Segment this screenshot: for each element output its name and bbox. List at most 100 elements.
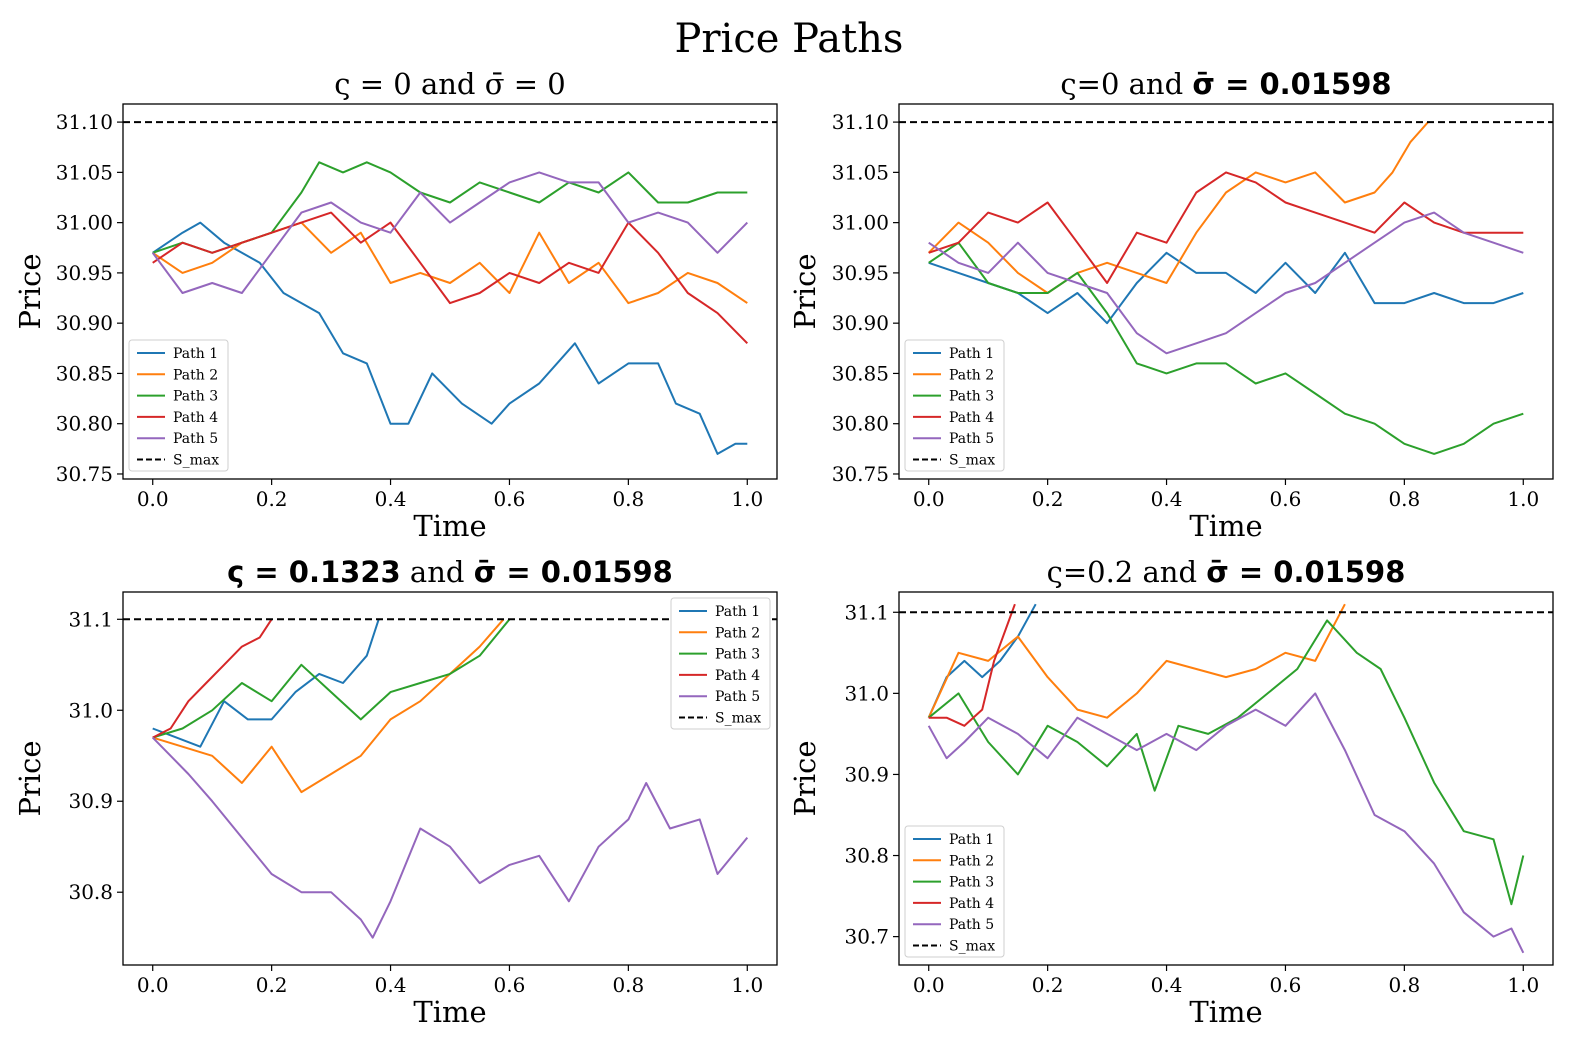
plot-frame xyxy=(122,103,778,480)
x-tick-label: 0.8 xyxy=(1388,973,1420,997)
x-tick-label: 0.6 xyxy=(1270,973,1302,997)
legend-label: Path 3 xyxy=(949,389,994,405)
x-tick-label: 0.6 xyxy=(1270,487,1302,511)
x-tick-label: 0.8 xyxy=(612,487,644,511)
series-line-path-2 xyxy=(927,121,1429,294)
y-tick-label: 30.8 xyxy=(68,880,113,904)
y-tick-label: 30.9 xyxy=(68,789,113,813)
y-tick-label: 30.8 xyxy=(844,844,889,868)
x-axis-label: Time xyxy=(1189,509,1262,543)
y-tick-label: 30.95 xyxy=(832,261,889,285)
panel-title-part: ς = 0.1323 xyxy=(227,555,401,589)
legend-label: Path 2 xyxy=(949,367,994,383)
x-axis-label: Time xyxy=(1189,995,1262,1029)
x-tick-label: 0.6 xyxy=(494,487,526,511)
x-tick-label: 0.8 xyxy=(612,973,644,997)
panel-title-part: and xyxy=(1119,67,1192,101)
series-group xyxy=(899,603,1553,954)
x-tick-label: 0.0 xyxy=(913,487,945,511)
panel-title-part: ς=0 xyxy=(1060,67,1119,101)
legend-label: Path 1 xyxy=(949,346,994,362)
legend-label: S_max xyxy=(173,453,219,469)
y-tick-label: 31.10 xyxy=(832,110,889,134)
legend-label: Path 1 xyxy=(949,832,994,848)
series-line-path-3 xyxy=(152,618,511,739)
x-tick-label: 0.4 xyxy=(375,973,407,997)
legend-label: Path 5 xyxy=(949,431,994,447)
chart-panel-3: ς = 0.1323 and σ̄ = 0.01598 0.0 0.2 0.4 0.6 0… xyxy=(13,555,778,1029)
legend-label: Path 3 xyxy=(949,875,994,891)
plot-frame xyxy=(898,591,1554,966)
panel-title: ς=0 and σ̄ = 0.01598 xyxy=(1060,67,1391,101)
y-tick-label: 31.1 xyxy=(68,607,113,631)
legend-label: Path 4 xyxy=(173,410,218,426)
y-tick-label: 30.80 xyxy=(56,412,113,436)
x-tick-label: 0.0 xyxy=(137,487,169,511)
legend-label: S_max xyxy=(949,939,995,955)
series-line-path-5 xyxy=(151,171,749,294)
series-group xyxy=(123,618,777,939)
x-tick-label: 0.2 xyxy=(1032,973,1064,997)
panel-title-part: and xyxy=(412,67,485,101)
series-line-path-2 xyxy=(927,603,1346,719)
series-line-path-4 xyxy=(928,171,1524,284)
x-tick-label: 0.2 xyxy=(256,973,288,997)
series-line-path-5 xyxy=(927,692,1525,954)
x-tick-label: 0.4 xyxy=(1151,487,1183,511)
panel-title-part: and xyxy=(401,555,474,589)
y-tick-label: 30.75 xyxy=(832,462,889,486)
y-tick-label: 30.90 xyxy=(56,311,113,335)
series-line-path-1 xyxy=(152,221,748,455)
y-axis-label: Price xyxy=(13,253,47,329)
y-tick-label: 31.1 xyxy=(844,600,889,624)
legend-label: Path 4 xyxy=(949,410,994,426)
series-line-path-4 xyxy=(928,603,1016,727)
y-tick-label: 30.9 xyxy=(844,762,889,786)
series-line-path-5 xyxy=(928,211,1524,355)
x-axis-label: Time xyxy=(413,509,486,543)
series-line-path-2 xyxy=(152,618,505,794)
legend-label: S_max xyxy=(715,711,761,727)
series-group xyxy=(123,121,777,455)
legend-label: Path 5 xyxy=(173,431,218,447)
legend: Path 1 Path 2 Path 3 Path 4 Path 5 S_max xyxy=(904,825,1005,958)
legend-label: Path 3 xyxy=(173,389,218,405)
legend-label: Path 2 xyxy=(173,367,218,383)
legend: Path 1 Path 2 Path 3 Path 4 Path 5 S_max xyxy=(670,597,771,730)
legend-label: Path 5 xyxy=(949,917,994,933)
y-tick-label: 30.75 xyxy=(56,462,113,486)
panel-title-part: σ̄ = 0.01598 xyxy=(1206,555,1405,589)
y-tick-label: 30.85 xyxy=(56,361,113,385)
series-group xyxy=(899,121,1553,455)
legend: Path 1 Path 2 Path 3 Path 4 Path 5 S_max xyxy=(904,339,1005,472)
legend-label: Path 5 xyxy=(715,689,760,705)
y-tick-label: 30.90 xyxy=(832,311,889,335)
y-tick-label: 31.05 xyxy=(56,160,113,184)
x-tick-label: 1.0 xyxy=(1507,973,1539,997)
panel-title-part: and xyxy=(1133,555,1206,589)
panel-title: ς = 0 and σ̄ = 0 xyxy=(334,67,565,101)
chart-panel-4: ς=0.2 and σ̄ = 0.01598 0.0 0.2 0.4 0.6 0.8 1.0… xyxy=(788,555,1554,1029)
panel-title-part: σ̄ = 0 xyxy=(485,67,566,101)
y-tick-label: 31.0 xyxy=(68,698,113,722)
x-tick-label: 0.8 xyxy=(1388,487,1420,511)
series-line-path-3 xyxy=(152,161,748,254)
x-tick-label: 1.0 xyxy=(1507,487,1539,511)
y-tick-label: 31.05 xyxy=(832,160,889,184)
y-tick-label: 30.7 xyxy=(844,925,889,949)
y-axis-label: Price xyxy=(788,740,822,816)
x-tick-label: 0.0 xyxy=(137,973,169,997)
chart-panels: ς = 0 and σ̄ = 0 0.0 0.2 0.4 0.6 0.8 1.0 30.75 3… xyxy=(13,67,1554,1029)
series-line-path-1 xyxy=(152,618,380,748)
plot-frame xyxy=(122,591,778,966)
x-axis-label: Time xyxy=(413,995,486,1029)
panel-title-part: ς=0.2 xyxy=(1047,555,1134,589)
series-line-path-2 xyxy=(152,221,748,305)
y-tick-label: 30.80 xyxy=(832,412,889,436)
series-line-path-5 xyxy=(151,736,749,939)
y-tick-label: 31.00 xyxy=(56,211,113,235)
y-tick-label: 31.10 xyxy=(56,110,113,134)
panel-title-part: ς = 0 xyxy=(334,67,411,101)
legend: Path 1 Path 2 Path 3 Path 4 Path 5 S_max xyxy=(128,339,229,472)
